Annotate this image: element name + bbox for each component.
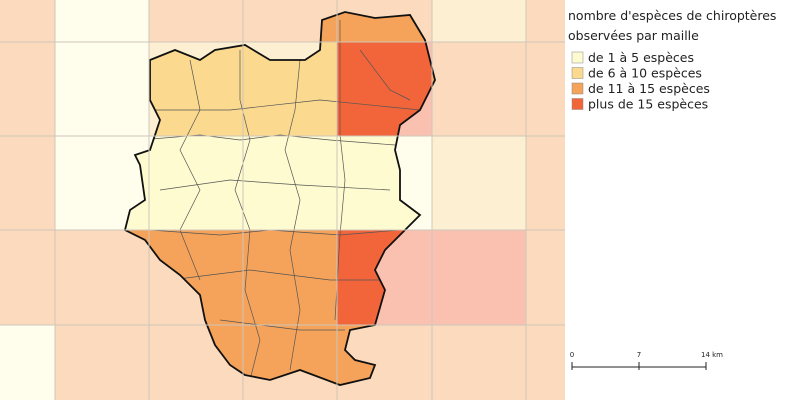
grid-cell xyxy=(55,325,149,400)
grid-cell xyxy=(0,0,55,42)
grid-cell xyxy=(243,136,337,230)
grid-cell xyxy=(432,42,526,136)
legend-label: de 11 à 15 espèces xyxy=(588,81,710,96)
grid-cell xyxy=(526,325,565,400)
grid-cell xyxy=(432,136,526,230)
legend-label: de 6 à 10 espèces xyxy=(588,66,702,81)
grid-cell xyxy=(55,230,149,325)
legend-swatch xyxy=(571,82,584,95)
legend-swatch xyxy=(571,98,584,110)
grid-lines xyxy=(0,0,565,400)
scale-label: 14 km xyxy=(701,351,723,359)
grid-cell xyxy=(149,136,243,230)
scale-label: 0 xyxy=(570,351,574,359)
legend-title: observées par maille xyxy=(568,28,699,43)
legend-panel xyxy=(565,0,792,400)
legend-label: plus de 15 espèces xyxy=(588,97,708,112)
legend-swatch xyxy=(571,51,584,64)
legend-title: nombre d'espèces de chiroptères xyxy=(568,8,776,23)
grid-cell xyxy=(432,230,526,325)
grid-cell xyxy=(526,42,565,136)
scale-bar xyxy=(571,362,707,370)
grid-cell xyxy=(243,230,337,325)
grid-cell xyxy=(0,42,55,136)
legend-swatch xyxy=(571,67,584,79)
grid-cell xyxy=(55,0,149,42)
grid-cell xyxy=(526,0,565,42)
legend-label: de 1 à 5 espèces xyxy=(588,50,694,65)
grid-cell xyxy=(526,230,565,325)
grid-cell xyxy=(0,230,55,325)
grid-cell xyxy=(432,325,526,400)
grid-cell xyxy=(55,42,149,136)
grid-cell xyxy=(149,0,243,42)
grid-cell xyxy=(0,136,55,230)
scale-label: 7 xyxy=(637,351,641,359)
grid-cell xyxy=(526,136,565,230)
grid-cell xyxy=(0,325,55,400)
grid-cell xyxy=(432,0,526,42)
